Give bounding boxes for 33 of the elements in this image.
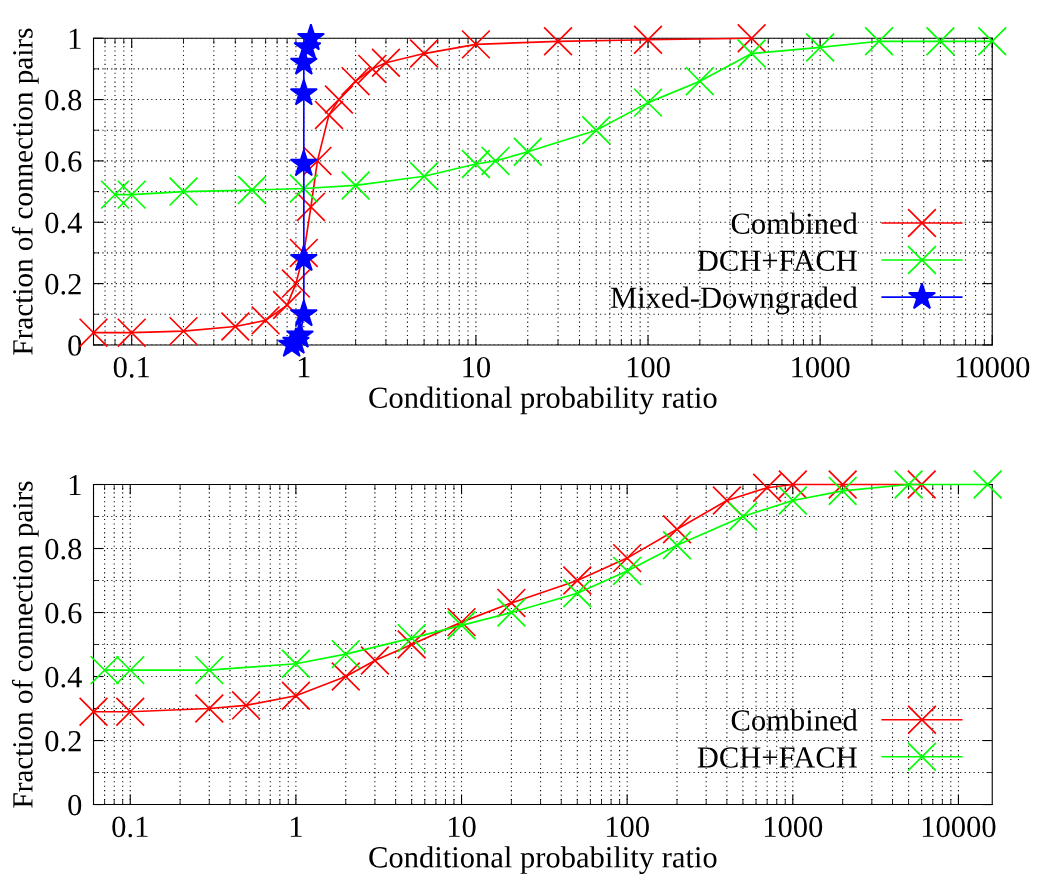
x-tick-label: 100: [627, 356, 670, 378]
x-tick-label: 1: [298, 357, 310, 378]
y-axis-title: Fraction of connection pairs: [11, 28, 39, 355]
x-tick-label: 10: [448, 816, 476, 838]
x-axis-title: Conditional probability ratio: [369, 846, 717, 874]
y-tick-label: 0.2: [45, 273, 81, 295]
y-tick-label: 0.6: [45, 602, 82, 624]
x-tick-label: 10000: [956, 356, 1030, 378]
legend-label: Combined: [731, 709, 858, 731]
y-tick-label: 0.4: [45, 666, 82, 688]
legend-label: DCH+FACH: [697, 250, 857, 272]
x-tick-label: 1000: [792, 356, 850, 378]
y-tick-label: 0.6: [45, 151, 82, 172]
x-tick-label: 10: [463, 356, 491, 378]
y-tick-label: 0.2: [45, 730, 81, 752]
y-tick-label: 0: [68, 794, 82, 816]
y-tick-label: 0.8: [45, 538, 82, 560]
legend-label: DCH+FACH: [697, 747, 857, 768]
x-tick-label: 100: [606, 816, 649, 838]
y-tick-label: 0: [68, 335, 82, 356]
y-tick-label: 0.8: [45, 89, 82, 111]
x-tick-label: 1: [290, 816, 302, 837]
x-tick-label: 10000: [922, 816, 996, 838]
legend-label: Combined: [731, 212, 858, 234]
x-tick-label: 0.1: [113, 356, 149, 378]
x-axis-title: Conditional probability ratio: [369, 386, 717, 415]
y-tick-label: 1: [69, 28, 81, 49]
y-tick-label: 0.4: [45, 212, 82, 234]
legend-label: Mixed-Downgraded: [610, 286, 858, 315]
x-tick-label: 0.1: [112, 816, 148, 838]
y-axis-title: Fraction of connection pairs: [11, 481, 39, 808]
x-tick-label: 1000: [764, 816, 823, 838]
y-tick-label: 1: [69, 474, 81, 496]
